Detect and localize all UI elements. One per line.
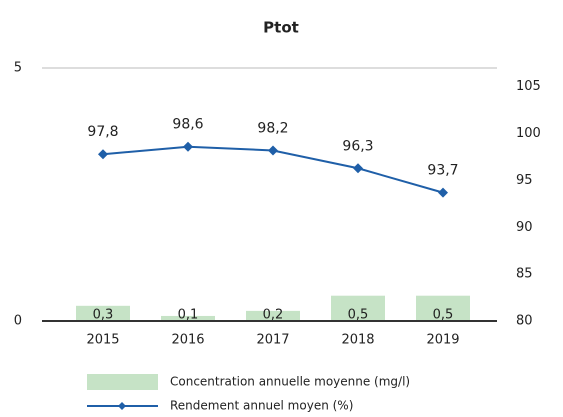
line-marker bbox=[183, 141, 193, 152]
bar bbox=[76, 305, 130, 321]
bar bbox=[161, 315, 215, 321]
y-tick-label: 0 bbox=[14, 314, 22, 329]
y2-tick-label: 80 bbox=[516, 314, 533, 329]
bar-value-label: 0,5 bbox=[433, 308, 454, 323]
line-marker bbox=[353, 163, 363, 174]
bar-value-label: 0,2 bbox=[263, 308, 284, 323]
line-value-label: 98,6 bbox=[172, 117, 203, 133]
legend-label: Concentration annuelle moyenne (mg/l) bbox=[170, 375, 410, 389]
y2-tick-label: 100 bbox=[516, 126, 541, 141]
bar-value-label: 0,1 bbox=[178, 308, 199, 323]
line-value-label: 98,2 bbox=[257, 120, 288, 136]
y2-tick-label: 85 bbox=[516, 267, 533, 282]
line-value-label: 97,8 bbox=[87, 124, 118, 140]
chart-title: Ptot bbox=[263, 19, 299, 37]
bar bbox=[416, 295, 470, 321]
x-tick-label: 2018 bbox=[341, 333, 374, 348]
legend-label: Rendement annuel moyen (%) bbox=[170, 399, 353, 413]
y2-tick-label: 95 bbox=[516, 173, 533, 188]
y2-tick-label: 105 bbox=[516, 79, 541, 94]
line-value-label: 93,7 bbox=[427, 163, 458, 179]
legend-marker bbox=[118, 402, 126, 410]
x-tick-label: 2017 bbox=[256, 333, 289, 348]
bar-value-label: 0,3 bbox=[93, 308, 114, 323]
line-marker bbox=[438, 187, 448, 198]
line-value-label: 96,3 bbox=[342, 138, 373, 154]
bar bbox=[246, 310, 300, 321]
legend-swatch bbox=[87, 374, 158, 390]
bar-value-label: 0,5 bbox=[348, 308, 369, 323]
bar bbox=[331, 295, 385, 321]
y2-tick-label: 90 bbox=[516, 220, 533, 235]
x-tick-label: 2015 bbox=[86, 333, 119, 348]
x-tick-label: 2016 bbox=[171, 333, 204, 348]
x-tick-label: 2019 bbox=[426, 333, 459, 348]
line-marker bbox=[268, 145, 278, 156]
line-marker bbox=[98, 149, 108, 160]
y-tick-label: 5 bbox=[14, 61, 22, 76]
